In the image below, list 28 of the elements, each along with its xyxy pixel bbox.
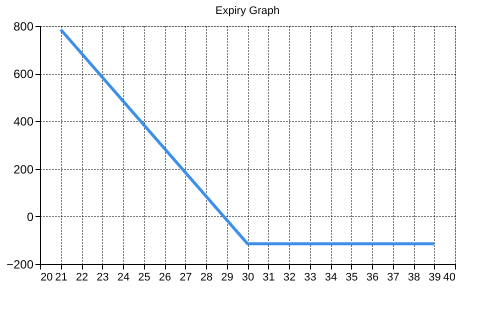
x-tick-label: 37 [387, 272, 400, 284]
x-tick-label: 34 [324, 272, 338, 284]
y-tick-label: 200 [13, 162, 34, 176]
x-tick-label: 33 [304, 272, 316, 284]
x-tick-label: 29 [221, 272, 234, 284]
x-tick-label: 27 [180, 272, 192, 284]
x-tick-label: 30 [242, 272, 254, 284]
x-tick-label: 38 [408, 272, 420, 284]
x-tick-label: 26 [158, 272, 172, 284]
chart-title: Expiry Graph [215, 5, 280, 17]
x-tick-label: 22 [76, 272, 88, 284]
x-tick-label: 28 [200, 272, 213, 284]
x-tick-label: 31 [262, 272, 275, 284]
x-tick-label: 39 [428, 272, 441, 284]
x-tick-label: 40 [443, 272, 456, 284]
x-tick-label: 21 [55, 272, 68, 284]
y-tick-label: 600 [13, 67, 34, 82]
y-tick-label: 0 [26, 210, 34, 224]
x-tick-label: 36 [366, 272, 379, 284]
x-tick-label: 23 [96, 272, 109, 284]
y-tick-label: 800 [13, 20, 34, 34]
y-tick-label: 400 [13, 114, 34, 129]
x-tick-label: 24 [117, 272, 130, 284]
x-tick-label: 35 [346, 272, 358, 284]
x-tick-label: 25 [138, 272, 150, 284]
y-tick-label: −200 [6, 258, 34, 272]
x-tick-label: 32 [283, 272, 296, 284]
x-tick-label: 20 [40, 272, 53, 284]
